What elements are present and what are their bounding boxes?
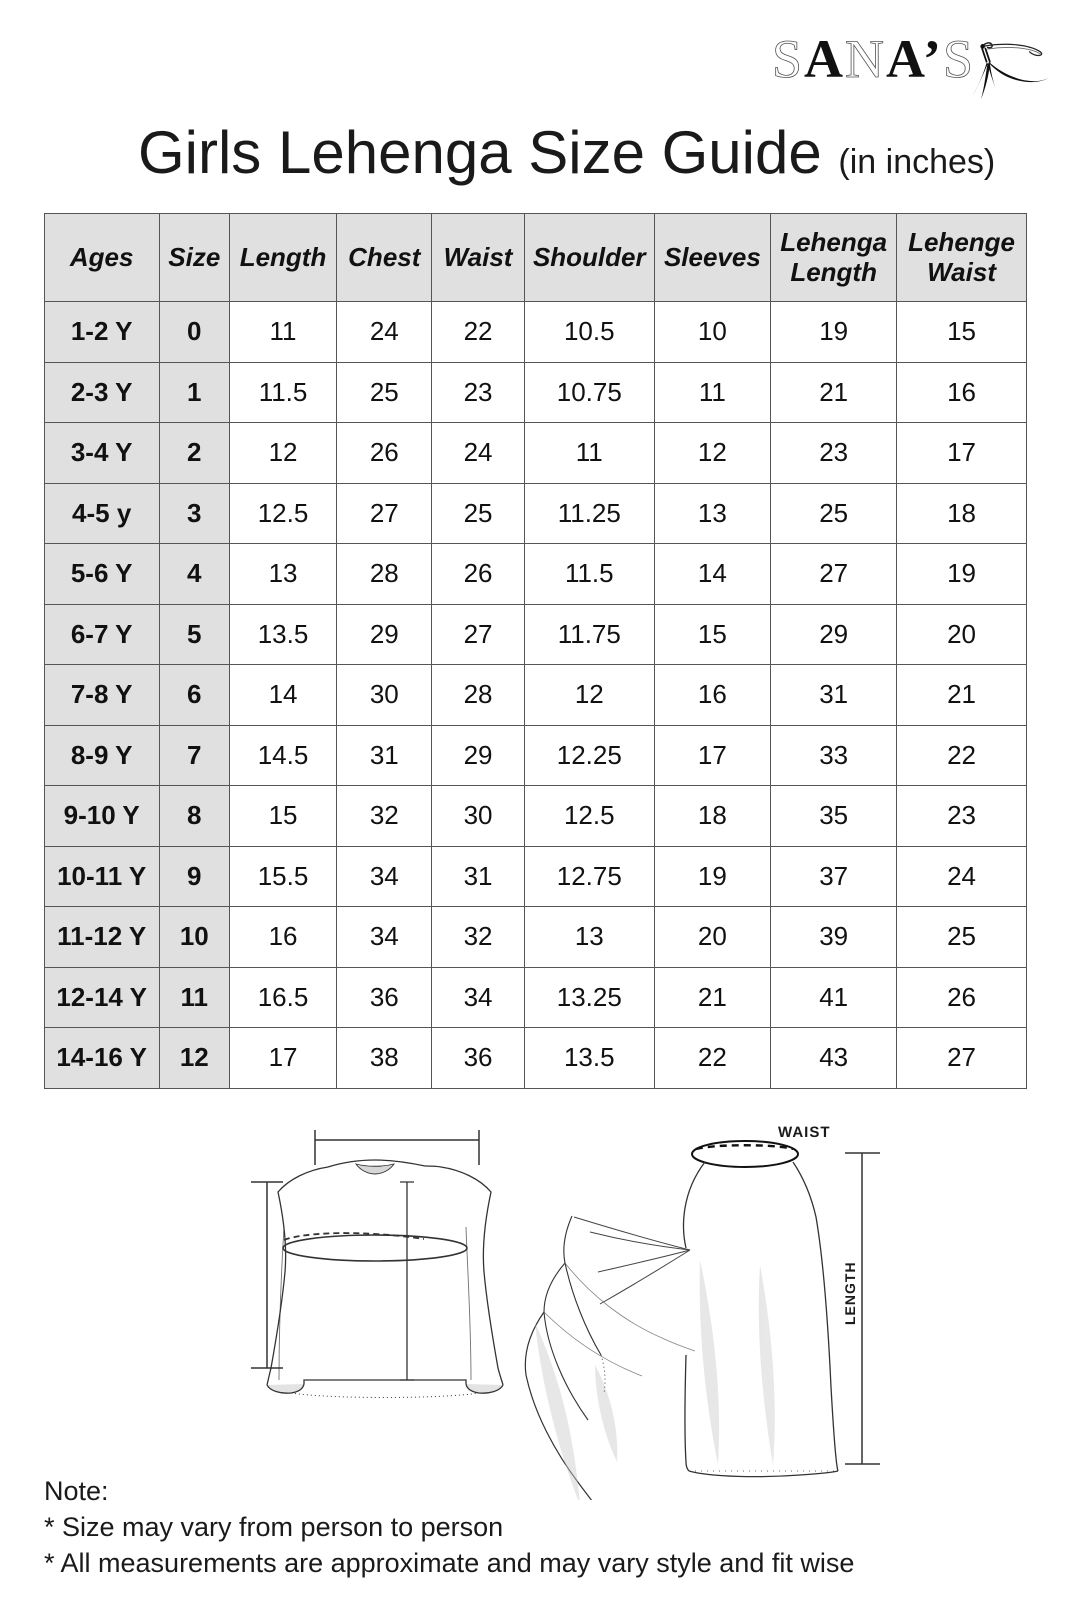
svg-text:LENGTH: LENGTH (842, 1261, 858, 1325)
svg-text:WAIST: WAIST (778, 1124, 831, 1141)
